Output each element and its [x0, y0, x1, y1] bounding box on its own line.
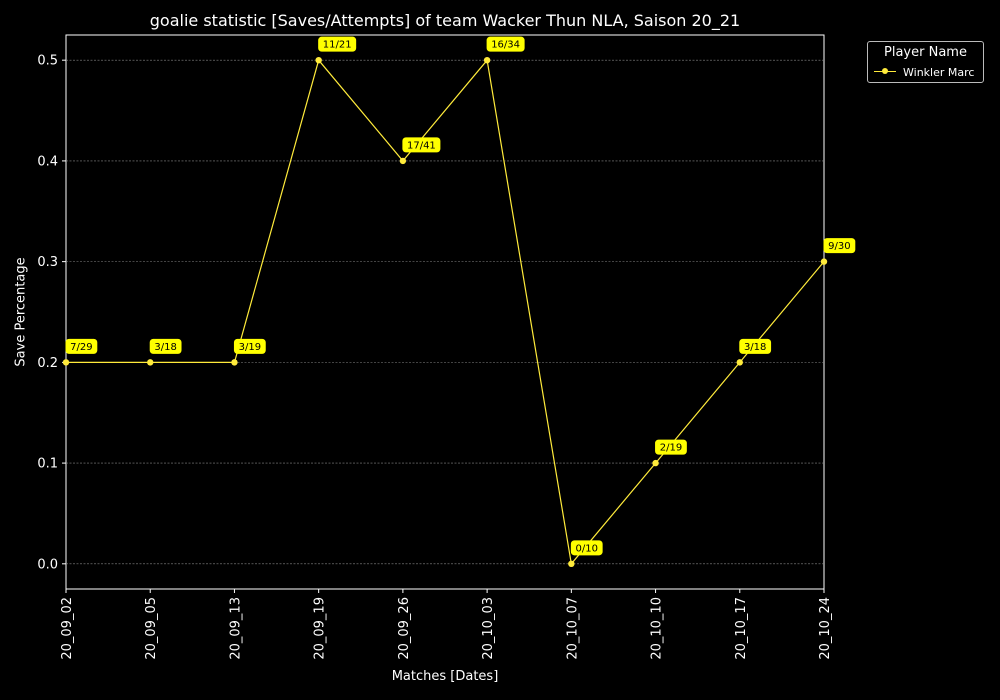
y-tick-label: 0.0	[37, 557, 58, 572]
data-point	[399, 157, 407, 165]
series-group	[62, 56, 828, 568]
legend: Player Name Winkler Marc	[867, 41, 984, 83]
y-tick-label: 0.3	[37, 255, 58, 270]
legend-dot-marker	[882, 68, 888, 74]
x-tick-label: 20_10_07	[565, 597, 580, 660]
data-label-box	[655, 439, 687, 455]
legend-entry-winkler-marc: Winkler Marc	[903, 66, 975, 79]
x-tick-label: 20_10_03	[481, 597, 496, 660]
data-point	[483, 56, 491, 64]
data-label: 3/18	[744, 342, 766, 353]
x-axis-label: Matches [Dates]	[391, 669, 499, 684]
y-axis-ticks: 0.0 0.1 0.2 0.3 0.4 0.5	[37, 54, 66, 572]
x-tick-label: 20_09_05	[144, 597, 159, 660]
data-label-box	[233, 338, 266, 354]
x-tick-label: 20_10_24	[818, 597, 833, 660]
data-label-box	[570, 540, 603, 556]
data-label-box	[149, 338, 182, 354]
chart-title: goalie statistic [Saves/Attempts] of tea…	[149, 11, 741, 30]
y-tick-label: 0.5	[37, 54, 58, 69]
data-label: 17/41	[407, 140, 436, 151]
data-point	[315, 56, 322, 64]
x-tick-label: 20_09_02	[60, 597, 75, 660]
data-labels: 7/29 3/18 3/19 11/21 17/41 16/34 0/10 2/19 3/18 9…	[65, 36, 856, 556]
x-tick-label: 20_09_26	[397, 597, 412, 660]
data-point	[568, 560, 575, 568]
data-label: 3/18	[154, 342, 176, 353]
x-tick-label: 20_10_17	[734, 597, 749, 660]
data-label: 3/19	[239, 342, 261, 353]
y-tick-label: 0.1	[37, 457, 58, 472]
data-label-box	[318, 36, 357, 52]
data-label: 2/19	[660, 443, 682, 454]
data-point	[652, 459, 659, 467]
data-label-box	[402, 137, 441, 153]
y-tick-label: 0.2	[37, 356, 58, 371]
data-label-box	[739, 338, 772, 354]
data-label-box	[823, 238, 856, 254]
data-label: 16/34	[491, 40, 520, 51]
data-point	[820, 258, 828, 265]
data-label: 11/21	[323, 40, 352, 51]
data-point	[62, 359, 70, 366]
y-axis-label: Save Percentage	[13, 257, 29, 367]
data-label-box	[65, 338, 98, 354]
x-tick-label: 20_09_19	[313, 597, 328, 660]
x-tick-label: 20_10_10	[650, 597, 665, 660]
x-axis-ticks: 20_09_02 20_09_05 20_09_13 20_09_19 20_09_26…	[60, 589, 833, 660]
legend-title: Player Name	[884, 45, 967, 60]
x-tick-label: 20_09_13	[228, 597, 243, 660]
y-tick-label: 0.4	[37, 154, 58, 169]
data-point	[147, 359, 154, 366]
data-label: 9/30	[828, 241, 850, 252]
data-label: 7/29	[70, 342, 92, 353]
series-line	[66, 58, 825, 566]
plot-area	[65, 34, 825, 590]
data-label: 0/10	[575, 543, 597, 554]
data-point	[231, 359, 238, 366]
data-point	[736, 359, 743, 366]
data-label-box	[486, 36, 525, 52]
